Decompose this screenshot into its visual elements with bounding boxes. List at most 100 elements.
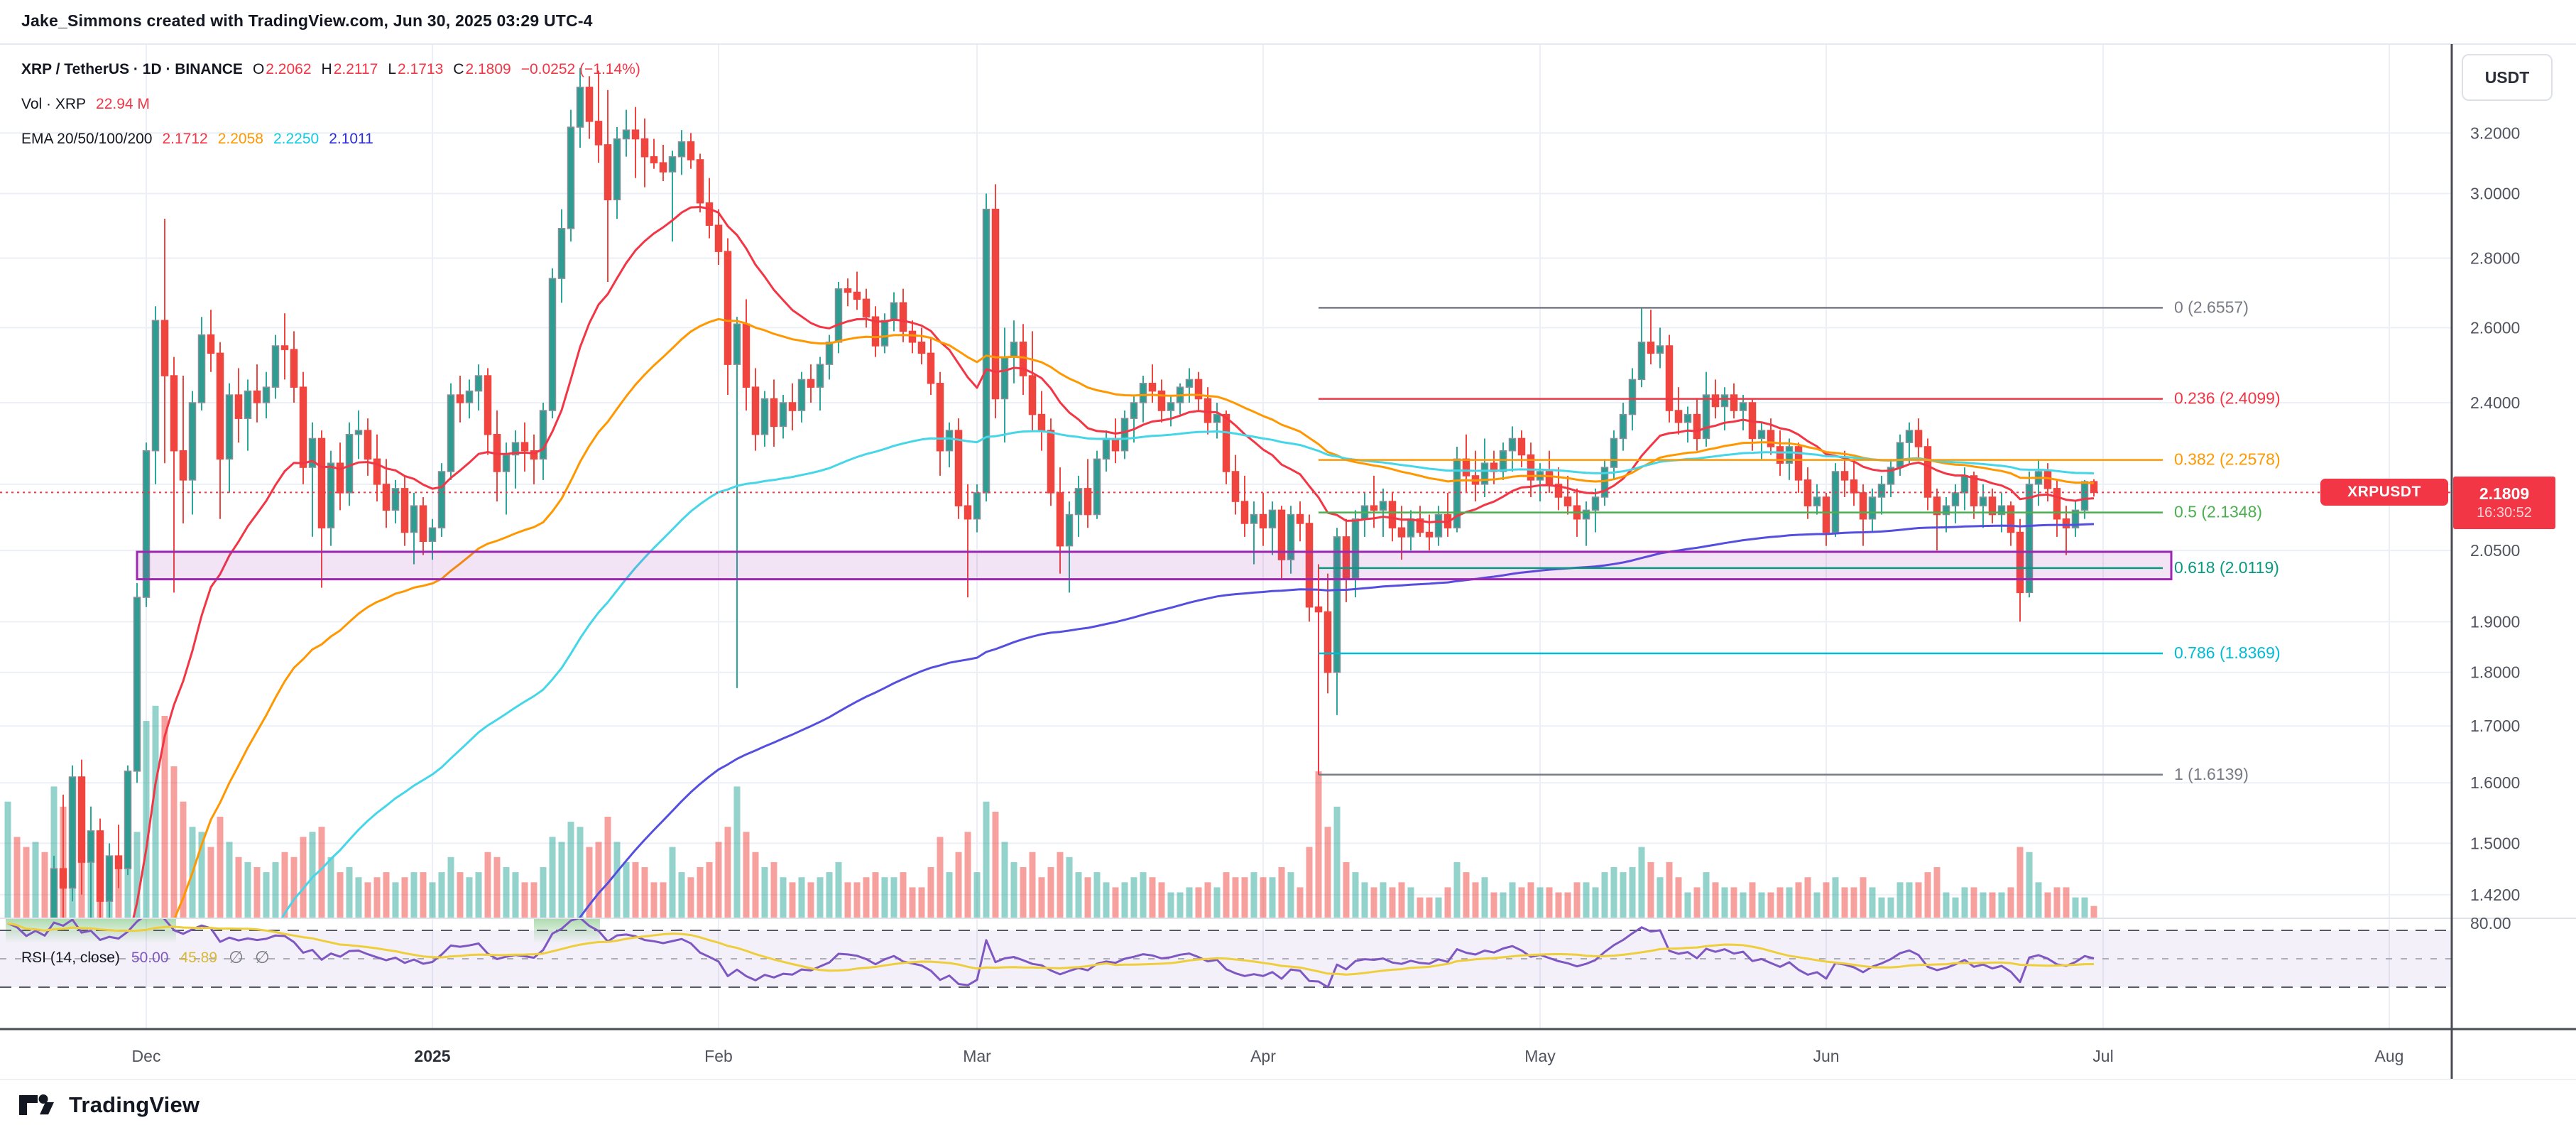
candle-body [677,141,686,158]
candle-body [327,462,335,529]
candle-body [1997,505,2006,516]
candle-body [42,1045,48,1076]
candle-body [1831,471,1840,533]
candle-body [1231,471,1240,502]
candle-body [1517,437,1526,456]
candle-body [1240,501,1249,524]
candle-body [271,345,280,388]
rsi-line[interactable] [7,910,2095,989]
candle-body [1037,413,1046,431]
ema20-value: 2.1712 [162,131,208,147]
candle-body [862,298,871,317]
candle-body [50,868,58,918]
support-zone-rectangle[interactable] [136,550,2173,581]
candle-body [1047,430,1055,494]
price-tick-label: 3.0000 [2470,184,2520,202]
candle-body [954,430,963,506]
candle-body [1167,402,1175,411]
candle-body [197,334,206,403]
time-tick-label: Jun [1813,1047,1839,1065]
symbol-title[interactable]: XRP / TetherUS · 1D · BINANCE [21,61,243,77]
candle-body [797,379,806,411]
ema50-line[interactable] [8,317,2095,1142]
volume-histogram [4,705,2097,918]
fib-level-label: 0.236 (2.4099) [2174,389,2281,408]
candle-body [179,450,187,481]
time-scale[interactable]: Dec 2025 Feb Mar Apr May Jun Jul Aug [132,1047,2404,1065]
time-tick-label: Aug [2375,1047,2404,1065]
candle-body [133,597,141,772]
candle-body [1028,375,1037,415]
candle-body [1370,505,1378,511]
candle-body [844,288,852,293]
candle-body [1000,356,1009,400]
currency-badge[interactable]: USDT [2462,54,2553,101]
candle-body [788,402,797,411]
candle-body [1259,513,1267,529]
price-tick-label: 1.4200 [2470,886,2520,904]
candle-body [733,323,741,365]
rsi-empty-slot: ∅ [229,948,244,967]
ema20-line[interactable] [8,206,2095,1125]
candle-body [871,316,880,347]
price-tick-label: 1.6000 [2470,773,2520,792]
time-tick-label: Feb [704,1047,733,1065]
candle-body [419,505,427,543]
candle-body [456,394,464,403]
rsi-legend[interactable]: RSI (14, close) 50.00 45.89 ∅ ∅ [21,947,270,968]
time-tick-label: Dec [132,1047,161,1065]
volume-value: 22.94 M [96,96,150,112]
candle-body [751,386,760,435]
ema100-line[interactable] [8,430,2095,1142]
candle-body [410,505,418,533]
candle-body [964,505,972,520]
candle-body [834,288,843,343]
candle-body [1056,492,1064,547]
candle-body [2016,531,2024,594]
candle-body [557,228,566,279]
candle-body [1702,394,1710,440]
fib-level-label: 0.5 (2.1348) [2174,503,2262,521]
price-tick-label: 1.9000 [2470,612,2520,631]
candle-body [890,302,898,321]
candle-body [68,776,77,889]
candle-body [1250,513,1258,524]
candle-body [650,156,658,163]
candle-body [1776,446,1784,464]
candle-body [308,437,317,468]
tradingview-logo[interactable]: TradingView [18,1091,200,1119]
fib-level-label: 0 (2.6557) [2174,298,2249,316]
price-tick-label: 1.8000 [2470,663,2520,682]
volume-legend[interactable]: Vol · XRP 22.94 M [21,96,150,113]
candle-body [1379,501,1387,511]
tradingview-logo-icon [19,1094,54,1115]
candle-body [216,352,224,460]
candle-body [1453,458,1461,529]
candle-body [290,349,298,388]
candle-body [1979,496,1987,506]
candle-body [991,208,1000,400]
candle-body [1462,458,1470,477]
candle-body [1674,410,1683,423]
candle-body [262,386,271,403]
candle-body [142,450,151,598]
candle-body [1527,454,1535,481]
candle-body [604,144,612,201]
candle-body [760,398,769,435]
ema-legend[interactable]: EMA 20/50/100/200 2.1712 2.2058 2.2250 2… [21,131,373,148]
ema200-line[interactable] [8,523,2095,1142]
candle-body [1287,513,1295,560]
candle-body [225,394,234,460]
candle-body [1628,379,1637,415]
candle-body [1868,496,1877,520]
candle-body [114,855,123,869]
price-tick-label: 2.4000 [2470,393,2520,412]
rsi-ma-line[interactable] [7,922,2095,976]
fib-retracement[interactable]: 0 (2.6557) 0.236 (2.4099) 0.382 (2.2578) 0.… [1318,298,2281,783]
rsi-empty-slot: ∅ [254,948,270,967]
candle-body [105,855,114,902]
candle-body [1554,484,1563,498]
